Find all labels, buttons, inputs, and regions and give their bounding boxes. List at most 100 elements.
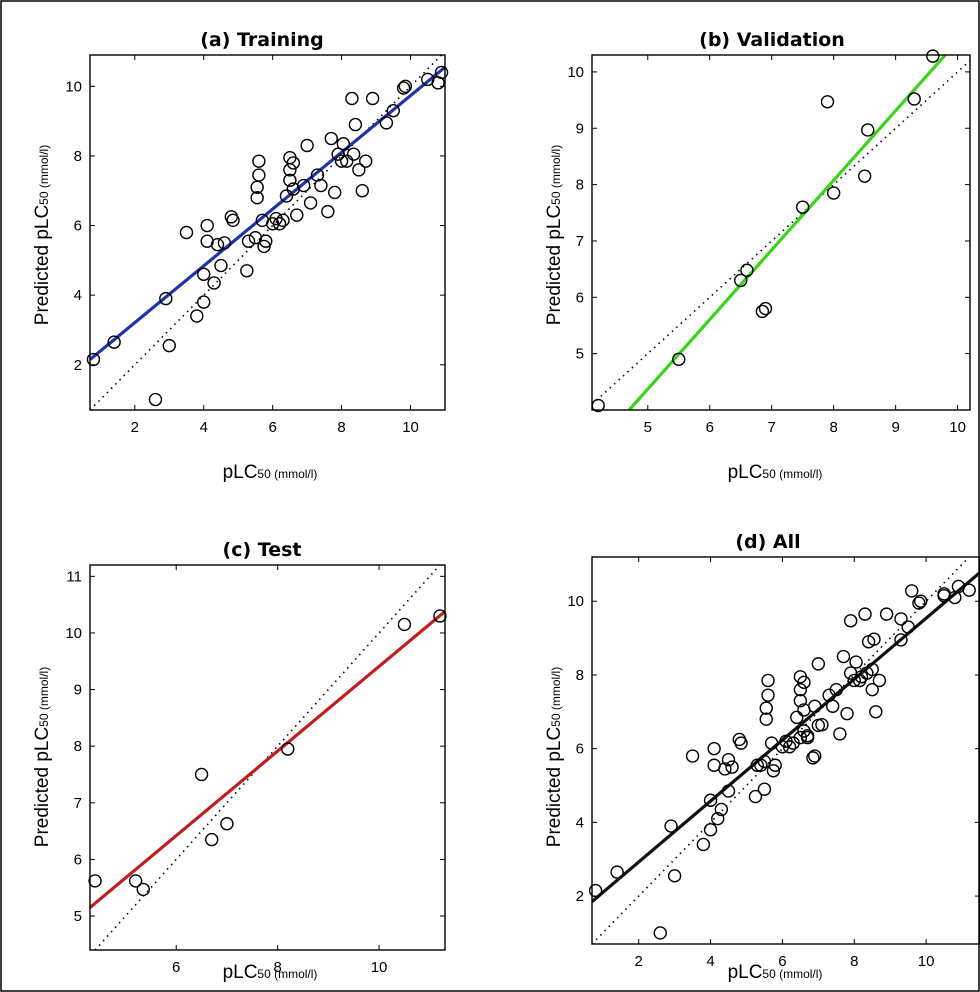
data-point [345, 91, 359, 106]
data-point [359, 154, 373, 168]
data-point [820, 95, 835, 109]
y-axis-label: Predicted pLC50 (mmol/l) [544, 145, 565, 325]
y-tick-label: 6 [576, 741, 584, 758]
data-point [718, 762, 732, 776]
data-point [793, 682, 808, 697]
x-tick-label: 9 [891, 419, 899, 436]
data-point [901, 620, 915, 634]
chart-title: (d) All [735, 531, 800, 553]
data-point [290, 208, 304, 222]
x-tick-label: 6 [706, 419, 714, 436]
data-point [768, 758, 782, 772]
data-point [257, 239, 271, 254]
x-tick-label: 8 [337, 419, 345, 436]
data-point [207, 276, 221, 290]
data-point [905, 584, 919, 598]
data-point [162, 338, 176, 353]
data-point [703, 823, 718, 837]
data-point [740, 263, 754, 277]
data-point [107, 335, 121, 349]
x-tick-label: 7 [768, 419, 776, 436]
data-point [272, 217, 287, 231]
x-tick-label: 10 [918, 953, 935, 970]
y-axis-label-sub: 50 (mmol/l) [37, 667, 51, 727]
data-point [672, 352, 686, 366]
x-tick-label: 6 [778, 953, 786, 970]
data-point [286, 156, 301, 170]
x-axis-label-main: pLC [728, 462, 763, 483]
data-point [793, 730, 808, 745]
data-point [397, 617, 412, 632]
y-axis-label: Predicted pLC50 (mmol/l) [32, 145, 53, 325]
y-axis-label-main: Predicted pLC [544, 205, 565, 325]
plot-area [591, 556, 980, 945]
x-axis-label-sub: 50 (mmol/l) [257, 967, 317, 981]
data-point [217, 236, 232, 250]
data-point [793, 694, 808, 708]
x-axis-label-sub: 50 (mmol/l) [762, 967, 822, 981]
data-point [86, 352, 101, 367]
data-point [703, 793, 718, 807]
data-point [815, 718, 829, 732]
x-tick-label: 8 [830, 419, 838, 436]
data-point [750, 758, 764, 772]
data-point [281, 742, 295, 756]
data-point [685, 749, 700, 763]
y-tick-label: 7 [74, 795, 82, 812]
x-tick-label: 10 [371, 959, 388, 976]
data-point [865, 682, 879, 697]
x-axis-label-sub: 50 (mmol/l) [257, 467, 317, 481]
y-axis-label: Predicted pLC50 (mmol/l) [32, 667, 53, 847]
x-axis-label-main: pLC [223, 962, 258, 983]
data-point [252, 154, 266, 168]
data-point [748, 789, 763, 804]
x-axis-label: pLC50 (mmol/l) [728, 462, 823, 483]
data-point [336, 137, 351, 151]
data-point [757, 782, 772, 796]
data-point [300, 138, 314, 153]
data-point [214, 258, 228, 273]
data-point [340, 154, 354, 168]
data-point [386, 103, 401, 118]
chart-title: (b) Validation [699, 29, 845, 51]
y-axis-label-main: Predicted pLC [32, 205, 53, 325]
data-point [279, 189, 294, 203]
data-point [829, 682, 843, 697]
y-tick-label: 4 [576, 814, 584, 831]
y-tick-label: 8 [576, 667, 584, 684]
data-point [179, 225, 194, 240]
y-axis-label-sub: 50 (mmol/l) [549, 667, 563, 727]
data-point [808, 699, 822, 713]
data-point [711, 811, 725, 826]
data-point [321, 204, 335, 219]
data-point [867, 632, 881, 646]
data-point [734, 736, 748, 750]
y-axis-label: Predicted pLC50 (mmol/l) [544, 667, 565, 847]
data-point [894, 633, 908, 647]
identity-line [592, 60, 970, 405]
data-point [865, 662, 879, 677]
data-point [328, 185, 342, 200]
chart-title: (a) Training [200, 29, 324, 51]
identity-line [90, 55, 443, 410]
x-tick-label: 6 [172, 959, 180, 976]
data-point [758, 301, 773, 316]
data-point [240, 264, 254, 278]
regression-line [90, 610, 445, 909]
x-tick-label: 6 [268, 419, 276, 436]
data-point [759, 701, 773, 715]
y-tick-label: 8 [74, 148, 82, 165]
data-point [806, 751, 820, 765]
data-point [721, 784, 736, 798]
data-point [707, 741, 721, 756]
data-point [734, 273, 748, 288]
y-tick-label: 10 [65, 78, 82, 95]
chart-title: (c) Test [223, 539, 302, 561]
data-point [283, 163, 297, 177]
data-point [365, 91, 380, 106]
data-point [296, 178, 311, 193]
